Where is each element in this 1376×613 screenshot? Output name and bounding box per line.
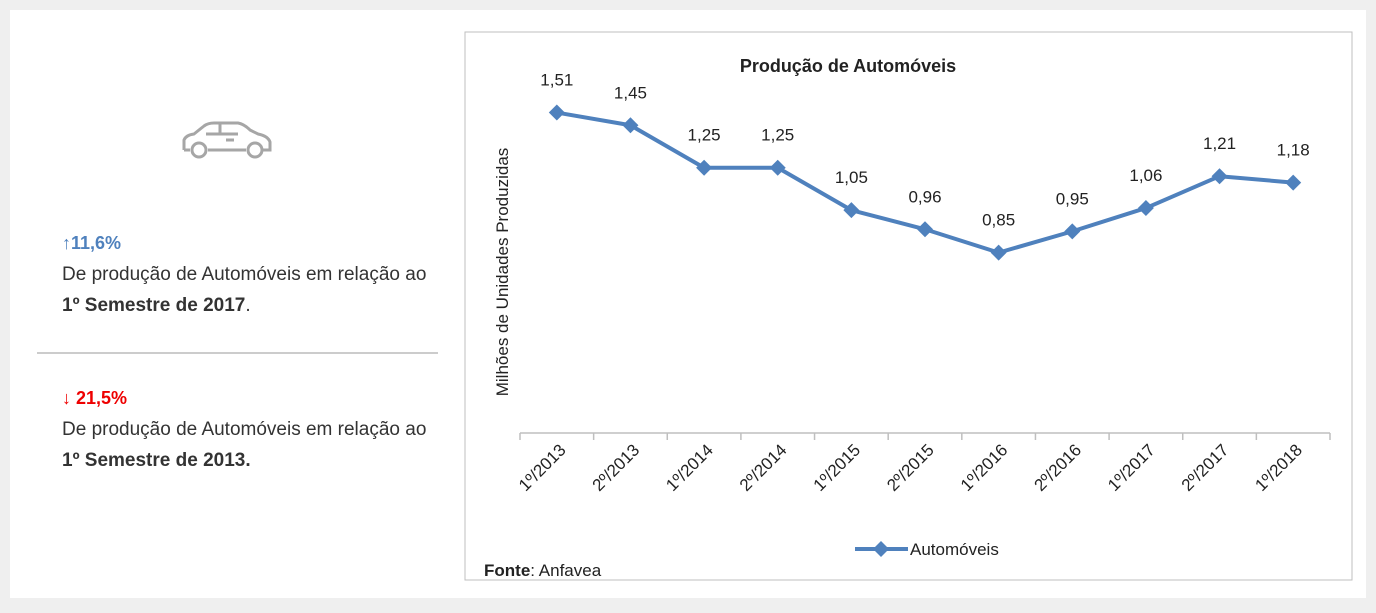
marker <box>1211 168 1228 185</box>
marker <box>1285 174 1302 191</box>
marker <box>622 117 639 134</box>
data-label: 1,05 <box>835 168 868 187</box>
summary-text: De produção de Automóveis em relação ao … <box>62 414 442 476</box>
summary-item: ↓ 21,5% De produção de Automóveis em rel… <box>62 383 442 476</box>
data-label: 1,51 <box>540 71 573 90</box>
marker <box>1064 223 1081 240</box>
text: De produção de Automóveis em relação ao <box>62 264 427 285</box>
car-icon <box>182 121 272 159</box>
source: Fonte: Anfavea <box>484 561 602 580</box>
marker <box>843 202 860 219</box>
marker <box>917 221 933 238</box>
highlight: 1º Semestre de 2013. <box>62 450 251 471</box>
marker <box>696 159 713 176</box>
text: De produção de Automóveis em relação ao <box>62 419 427 440</box>
marker <box>990 244 1007 261</box>
source-text: : Anfavea <box>530 561 601 580</box>
data-label: 1,45 <box>614 83 647 102</box>
data-label: 1,18 <box>1277 141 1310 160</box>
change: ↑11,6% <box>62 233 122 253</box>
data-label: 0,95 <box>1056 189 1089 208</box>
chart-title: Produção de Automóveis <box>740 56 956 76</box>
source-label: Fonte <box>484 561 530 580</box>
suffix: . <box>245 295 251 316</box>
data-label: 0,96 <box>908 187 941 206</box>
marker <box>769 159 786 176</box>
legend-marker <box>873 541 889 557</box>
data-label: 1,25 <box>688 126 721 145</box>
data-label: 1,25 <box>761 126 794 145</box>
summary-item: ↑11,6% De produção de Automóveis em rela… <box>62 228 442 321</box>
data-label: 1,06 <box>1129 166 1162 185</box>
divider <box>37 352 438 354</box>
marker <box>1137 200 1154 217</box>
y-axis-label: Milhões de Unidades Produzidas <box>493 148 512 397</box>
highlight: 1º Semestre de 2017 <box>62 295 246 316</box>
summary-text: De produção de Automóveis em relação ao … <box>62 259 442 321</box>
change: ↓ 21,5% <box>62 388 128 408</box>
data-label: 1,21 <box>1203 134 1236 153</box>
legend-label: Automóveis <box>910 540 999 559</box>
chart-frame <box>464 31 1353 581</box>
marker <box>548 104 565 121</box>
data-label: 0,85 <box>982 211 1015 230</box>
